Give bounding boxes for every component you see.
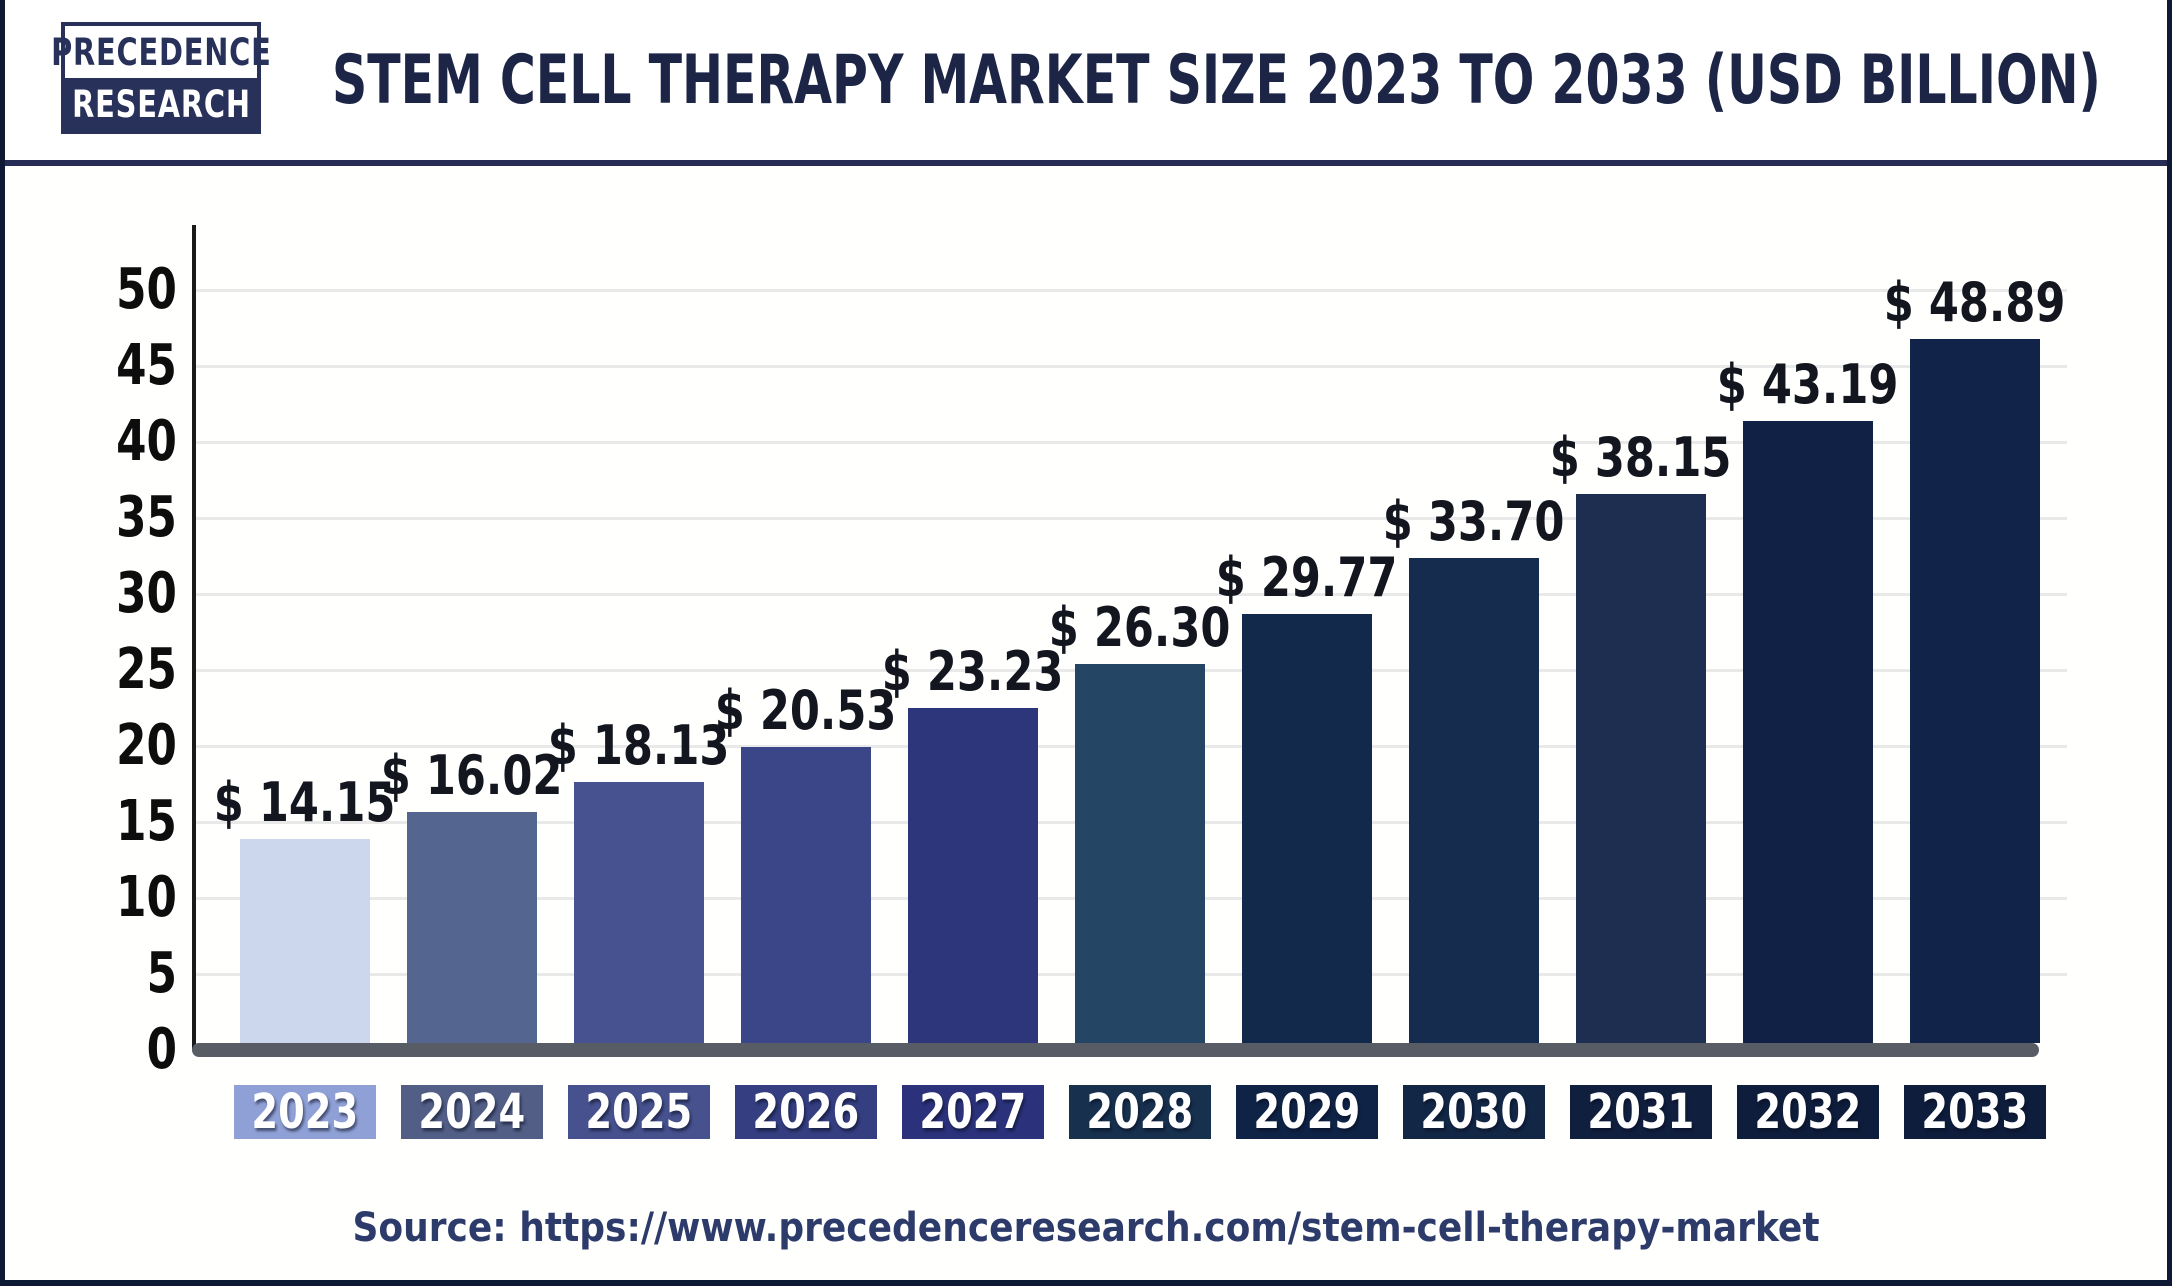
header-separator [5, 160, 2167, 166]
x-axis-label-2030: 2030 [1403, 1084, 1545, 1140]
bar-2033 [1910, 339, 2040, 1043]
bar-value-label: $ 20.53 [715, 679, 897, 742]
bar-value-label: $ 14.15 [214, 771, 396, 834]
bar-value-label: $ 33.70 [1383, 490, 1565, 553]
y-axis-tick-label: 40 [116, 409, 177, 474]
bar-2028 [1075, 664, 1205, 1043]
bar-2030 [1409, 558, 1539, 1043]
bar-2029 [1242, 614, 1372, 1043]
gridline [196, 289, 2067, 292]
x-axis-label-2026: 2026 [735, 1084, 877, 1140]
bar-value-label: $ 29.77 [1216, 546, 1398, 609]
x-axis-label-2027: 2027 [902, 1084, 1044, 1140]
gridline [196, 441, 2067, 444]
bar-2032 [1743, 421, 1873, 1043]
x-axis-label-2025: 2025 [568, 1084, 710, 1140]
x-axis-label-2023: 2023 [234, 1084, 376, 1140]
bar-value-label: $ 18.13 [548, 714, 730, 777]
precedence-research-logo: PRECEDENCE RESEARCH [51, 22, 270, 134]
x-axis-label-2024: 2024 [401, 1084, 543, 1140]
y-axis-tick-label: 35 [116, 485, 177, 550]
header: PRECEDENCE RESEARCH STEM CELL THERAPY MA… [5, 0, 2167, 160]
bar-2024 [407, 812, 537, 1043]
y-axis-tick-label: 10 [116, 865, 177, 930]
gridline [196, 593, 2067, 596]
y-axis-tick-label: 30 [116, 561, 177, 626]
y-axis-tick-label: 0 [146, 1017, 177, 1082]
logo-line2: RESEARCH [71, 82, 251, 126]
bar-2031 [1576, 494, 1706, 1043]
bar-value-label: $ 26.30 [1049, 596, 1231, 659]
bar-value-label: $ 43.19 [1717, 353, 1899, 416]
bar-2027 [908, 708, 1038, 1043]
source-text: Source: https://www.precedenceresearch.c… [352, 1205, 1820, 1251]
bar-value-label: $ 16.02 [381, 744, 563, 807]
y-axis-tick-label: 45 [116, 333, 177, 398]
x-axis-label-2031: 2031 [1570, 1084, 1712, 1140]
bar-2023 [240, 839, 370, 1043]
x-axis-baseline [192, 1043, 2039, 1057]
source-line: Source: https://www.precedenceresearch.c… [5, 1196, 2167, 1260]
bar-value-label: $ 23.23 [882, 640, 1064, 703]
bar-2026 [741, 747, 871, 1043]
x-axis-label-2028: 2028 [1069, 1084, 1211, 1140]
logo-bottom: RESEARCH [65, 78, 257, 130]
x-axis-label-2032: 2032 [1737, 1084, 1879, 1140]
bar-2025 [574, 782, 704, 1043]
gridline [196, 365, 2067, 368]
y-axis-tick-label: 20 [116, 713, 177, 778]
y-axis-tick-label: 50 [116, 257, 177, 322]
page-title: STEM CELL THERAPY MARKET SIZE 2023 TO 20… [331, 40, 2101, 120]
gridline [196, 517, 2067, 520]
logo-line1: PRECEDENCE [50, 30, 272, 74]
x-axis-label-2033: 2033 [1904, 1084, 2046, 1140]
bar-value-label: $ 38.15 [1550, 426, 1732, 489]
logo-top: PRECEDENCE [51, 26, 270, 78]
y-axis-tick-label: 5 [146, 941, 177, 1006]
y-axis-line [192, 225, 196, 1050]
y-axis-tick-label: 15 [116, 789, 177, 854]
y-axis-tick-label: 25 [116, 637, 177, 702]
x-axis-label-2029: 2029 [1236, 1084, 1378, 1140]
bar-value-label: $ 48.89 [1884, 271, 2066, 334]
